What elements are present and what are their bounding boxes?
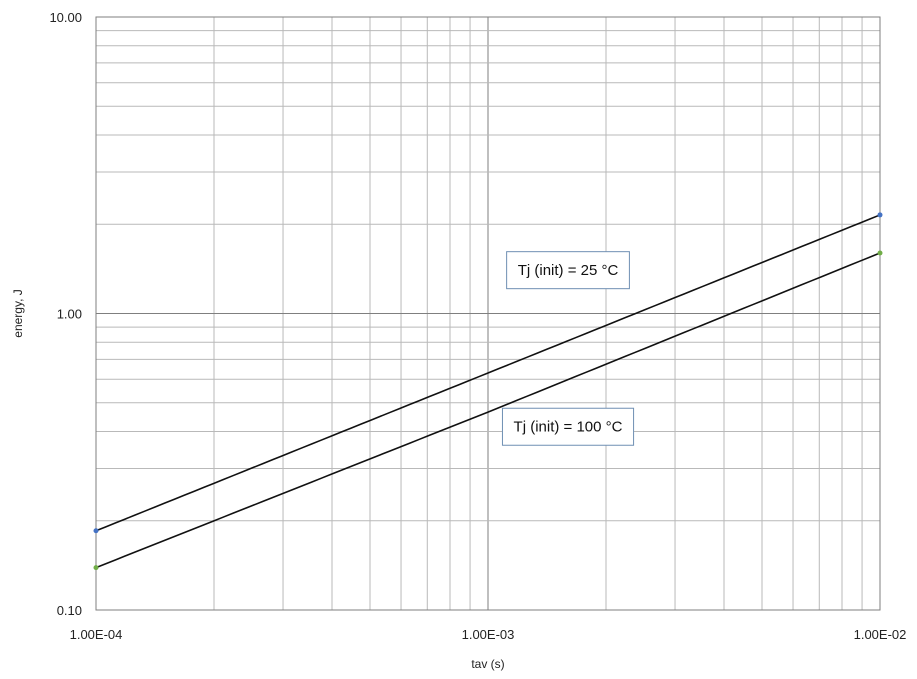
x-tick-label: 1.00E-03 xyxy=(462,627,515,642)
series-layer xyxy=(95,214,881,569)
annotation-box xyxy=(506,251,630,290)
annotation-box xyxy=(501,407,635,446)
series-2-marker xyxy=(93,565,99,571)
annotation-2: Tj (init) = 100 °C xyxy=(501,407,635,446)
y-tick-labels: 0.10 1.00 10.00 xyxy=(49,10,82,618)
y-tick-label: 1.00 xyxy=(57,307,82,322)
series-1-marker xyxy=(93,528,99,534)
series-line-1 xyxy=(95,214,881,532)
annotation-text: Tj (init) = 25 °C xyxy=(518,262,619,279)
y-tick-label: 10.00 xyxy=(49,10,82,25)
annotation-layer: Tj (init) = 25 °C Tj (init) = 100 °C xyxy=(501,251,635,446)
x-tick-label: 1.00E-02 xyxy=(854,627,907,642)
y-tick-label: 0.10 xyxy=(57,603,82,618)
annotation-1: Tj (init) = 25 °C xyxy=(506,251,630,290)
marker-layer xyxy=(93,212,883,571)
x-axis-title: tav (s) xyxy=(471,657,504,671)
x-tick-label: 1.00E-04 xyxy=(70,627,123,642)
plot-area-border xyxy=(95,16,881,611)
series-2-marker xyxy=(877,250,883,256)
y-axis-title: energy, J xyxy=(11,289,25,337)
annotation-text: Tj (init) = 100 °C xyxy=(514,419,623,436)
x-tick-labels: 1.00E-04 1.00E-03 1.00E-02 xyxy=(70,627,907,642)
grid-lines xyxy=(95,17,880,611)
series-line-2 xyxy=(95,252,881,569)
series-1-marker xyxy=(877,212,883,218)
